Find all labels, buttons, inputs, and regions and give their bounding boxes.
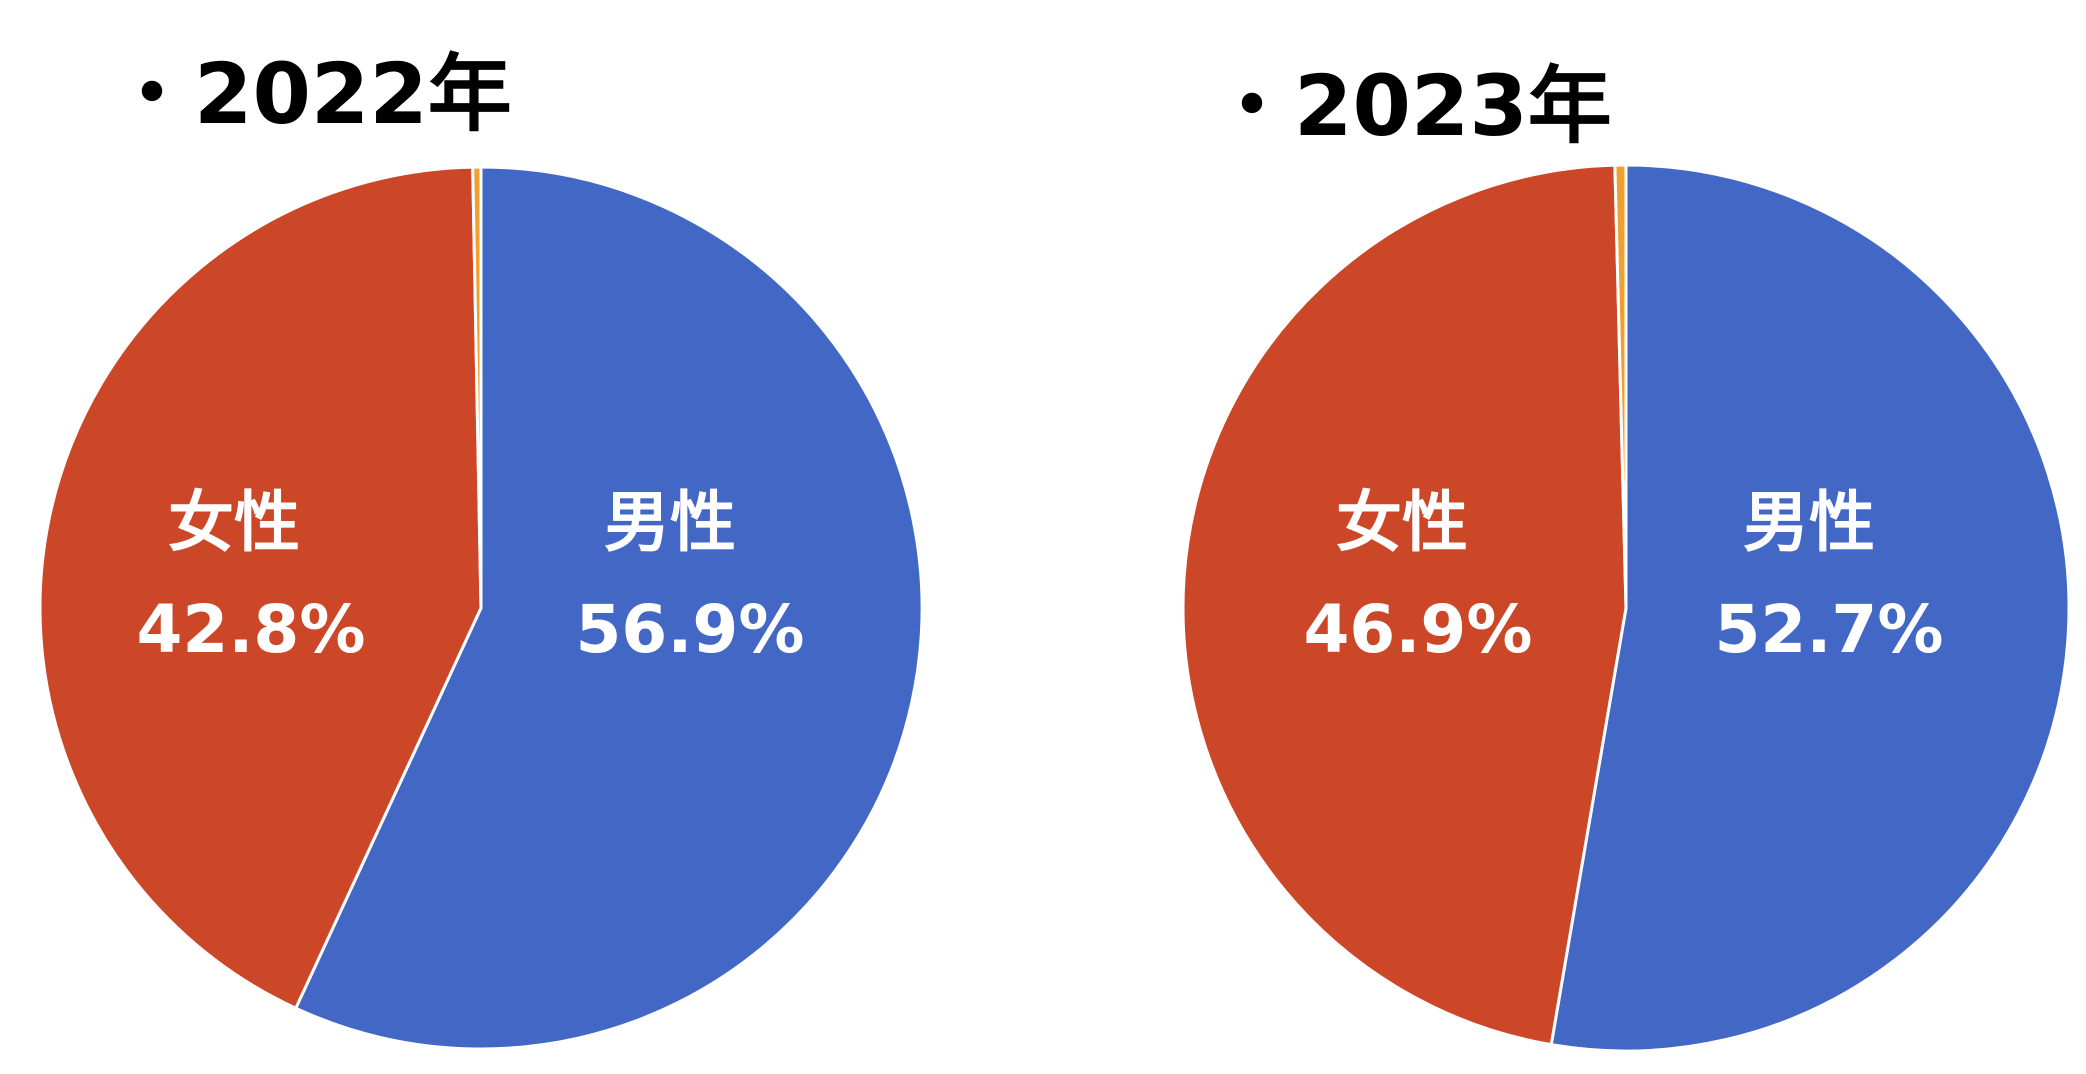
- slice-value: 52.7%: [1715, 591, 1944, 668]
- slice-value: 46.9%: [1304, 591, 1533, 668]
- slice-label: 男性: [1743, 484, 1875, 561]
- slice-value: 42.8%: [137, 591, 366, 668]
- slice-label: 女性: [168, 484, 300, 561]
- pie-slice: [38, 165, 483, 1010]
- pie-slice: [1549, 163, 2071, 1053]
- slice-value: 56.9%: [576, 591, 805, 668]
- pie-slice: [294, 165, 924, 1051]
- pie-slice: [1613, 163, 1628, 610]
- slice-label: 男性: [604, 484, 736, 561]
- chart-title: ・2022年: [110, 45, 512, 143]
- slice-label: 女性: [1336, 484, 1468, 561]
- pie-slice: [471, 165, 483, 610]
- pie-slice: [1181, 163, 1628, 1047]
- chart-title: ・2023年: [1210, 57, 1612, 155]
